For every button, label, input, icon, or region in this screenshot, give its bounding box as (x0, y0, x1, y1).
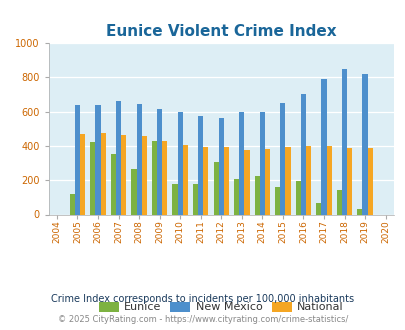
Bar (300, 94, 305, 214)
Bar (234, 179, 239, 215)
Bar (362, 74, 367, 214)
Bar (346, 148, 352, 214)
Bar (136, 104, 141, 214)
Bar (326, 146, 331, 214)
Bar (213, 162, 218, 214)
Bar (341, 69, 346, 214)
Bar (80, 134, 85, 214)
Bar (95, 105, 100, 214)
Bar (131, 169, 136, 214)
Bar (264, 149, 269, 214)
Bar (177, 112, 182, 214)
Bar (198, 116, 203, 214)
Bar (336, 190, 341, 215)
Bar (192, 184, 198, 215)
Bar (218, 117, 223, 214)
Title: Eunice Violent Crime Index: Eunice Violent Crime Index (106, 24, 336, 39)
Bar (367, 148, 372, 214)
Bar (121, 135, 126, 214)
Text: © 2025 CityRating.com - https://www.cityrating.com/crime-statistics/: © 2025 CityRating.com - https://www.city… (58, 315, 347, 324)
Bar (172, 183, 177, 214)
Bar (315, 203, 321, 214)
Bar (279, 103, 285, 214)
Bar (70, 194, 75, 214)
Bar (90, 143, 95, 214)
Legend: Eunice, New Mexico, National: Eunice, New Mexico, National (94, 297, 347, 317)
Bar (239, 112, 244, 214)
Bar (321, 79, 326, 214)
Bar (244, 150, 249, 214)
Bar (285, 147, 290, 214)
Bar (223, 147, 228, 214)
Bar (162, 141, 167, 214)
Text: Crime Index corresponds to incidents per 100,000 inhabitants: Crime Index corresponds to incidents per… (51, 294, 354, 304)
Bar (75, 105, 80, 214)
Bar (203, 147, 208, 214)
Bar (157, 109, 162, 214)
Bar (100, 133, 105, 214)
Bar (116, 101, 121, 214)
Bar (141, 136, 147, 214)
Bar (254, 176, 259, 214)
Bar (151, 141, 157, 214)
Bar (295, 181, 300, 214)
Bar (259, 112, 264, 214)
Bar (275, 187, 279, 214)
Bar (111, 154, 116, 214)
Bar (356, 209, 362, 214)
Bar (182, 145, 188, 214)
Bar (305, 146, 310, 214)
